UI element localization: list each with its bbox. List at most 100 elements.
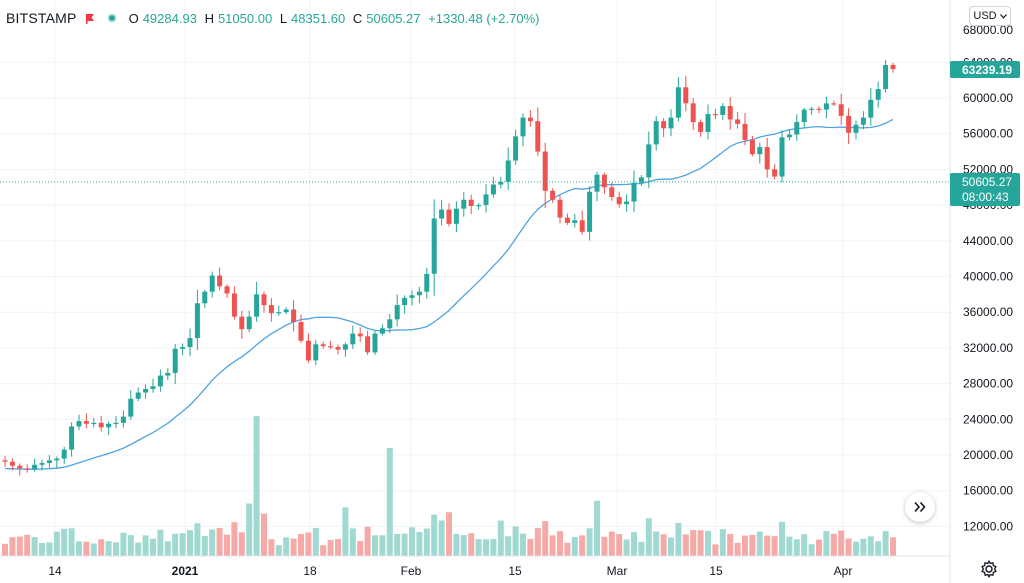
candle-body: [638, 177, 644, 183]
candle-body: [387, 319, 393, 329]
symbol-name[interactable]: BITSTAMP: [6, 10, 77, 26]
candle-body: [276, 312, 282, 314]
volume-bar: [853, 541, 859, 556]
volume-bar: [246, 503, 253, 556]
candle-body: [764, 147, 770, 170]
low-value: 48351.60: [291, 10, 346, 26]
candle-body: [187, 338, 193, 348]
flag-icon[interactable]: [85, 13, 95, 24]
candle-body: [661, 121, 667, 129]
candle-body: [801, 109, 807, 123]
volume-bar: [446, 512, 452, 556]
volume-bar: [608, 531, 615, 556]
candle-body: [683, 87, 689, 104]
volume-bar: [527, 538, 534, 556]
volume-bar: [401, 533, 408, 556]
change-value: +1330.48 (+2.70%): [428, 10, 540, 26]
candle-body: [564, 217, 570, 223]
volume-bar: [875, 541, 882, 556]
candle-body: [823, 103, 829, 110]
volume-bar: [335, 539, 341, 556]
volume-bar: [734, 542, 741, 556]
candle-body: [320, 344, 326, 347]
candle-body: [335, 347, 341, 350]
price-label: 56000.00: [963, 127, 1013, 141]
candle-body: [476, 205, 482, 207]
currency-label: USD: [973, 10, 997, 22]
candle-body: [409, 295, 415, 298]
price-scale[interactable]: 68000.00 64000.0060000.0056000.0052000.0…: [949, 0, 1020, 583]
gear-icon[interactable]: [979, 559, 999, 579]
time-scale[interactable]: 14 2021 18 Feb 15 Mar 15 Apr: [0, 555, 950, 578]
candle-body: [120, 416, 126, 423]
candle-body: [690, 103, 696, 123]
price-label: 28000.00: [963, 377, 1013, 391]
volume-bar: [705, 530, 711, 556]
volume-bar: [816, 539, 822, 556]
candle-body: [720, 106, 726, 115]
scroll-to-realtime-button[interactable]: [905, 492, 935, 522]
candle-body: [698, 122, 704, 132]
volume-bar: [453, 533, 460, 556]
volume-bar: [505, 536, 512, 556]
candle-body: [594, 174, 600, 192]
volume-bar: [105, 541, 112, 556]
price-label: 52000.00: [963, 162, 1013, 176]
grid-lines: [0, 0, 950, 556]
candle-body: [860, 117, 866, 125]
price-label: 32000.00: [963, 341, 1013, 355]
volume-bar: [645, 518, 652, 556]
volume-bar: [253, 416, 260, 556]
candle-body: [283, 309, 289, 313]
candle-body: [106, 423, 112, 428]
candle-body: [735, 119, 741, 124]
legend-header: BITSTAMP O 49284.93 H 51050.00 L 48351.60 C…: [6, 8, 543, 28]
candle-body: [350, 333, 356, 345]
candle-body: [268, 305, 274, 314]
price-scale-top-label: 68000.00: [963, 23, 1013, 37]
volume-bar: [120, 532, 127, 556]
crosshair-time-label: 08:00:43: [962, 190, 1009, 204]
candle-body: [150, 386, 156, 389]
volume-bar: [660, 534, 667, 556]
volume-bar: [793, 539, 800, 556]
candle-body: [143, 388, 149, 393]
candle-body: [313, 344, 319, 361]
candle-body: [572, 220, 578, 223]
price-label: 36000.00: [963, 305, 1013, 319]
volume-bar: [534, 528, 541, 556]
volume-bar: [24, 534, 31, 556]
time-label: 15: [709, 564, 723, 578]
candle-body: [135, 392, 141, 399]
volume-bar: [209, 529, 216, 556]
currency-selector[interactable]: USD: [969, 6, 1011, 26]
volume-bar: [830, 533, 837, 556]
volume-bar: [579, 535, 586, 556]
candle-body: [98, 422, 104, 428]
candle-body: [712, 114, 718, 116]
volume-bar: [431, 514, 438, 556]
crosshair-price-badge: [950, 173, 1020, 206]
volume-bar: [690, 529, 697, 556]
volume-bar: [756, 531, 763, 556]
volume-bar: [61, 528, 68, 556]
volume-bar: [179, 533, 186, 556]
volume-bar: [238, 532, 245, 556]
volume-bar: [623, 539, 630, 556]
candle-body: [742, 123, 748, 140]
candle-body: [527, 117, 533, 122]
candle-body: [83, 421, 89, 424]
candle-body: [424, 273, 430, 292]
volume-bar: [668, 537, 674, 556]
candle-body: [653, 121, 659, 145]
volume-bar: [557, 531, 563, 556]
candle-body: [498, 181, 504, 185]
ohlc-values: O 49284.93 H 51050.00 L 48351.60 C 50605.27 …: [128, 10, 540, 26]
candles: [2, 60, 896, 476]
price-label: 20000.00: [963, 448, 1013, 462]
candle-body: [194, 303, 200, 339]
volume-bar: [779, 521, 785, 556]
candle-body: [372, 333, 378, 353]
volume-bar: [83, 541, 90, 556]
